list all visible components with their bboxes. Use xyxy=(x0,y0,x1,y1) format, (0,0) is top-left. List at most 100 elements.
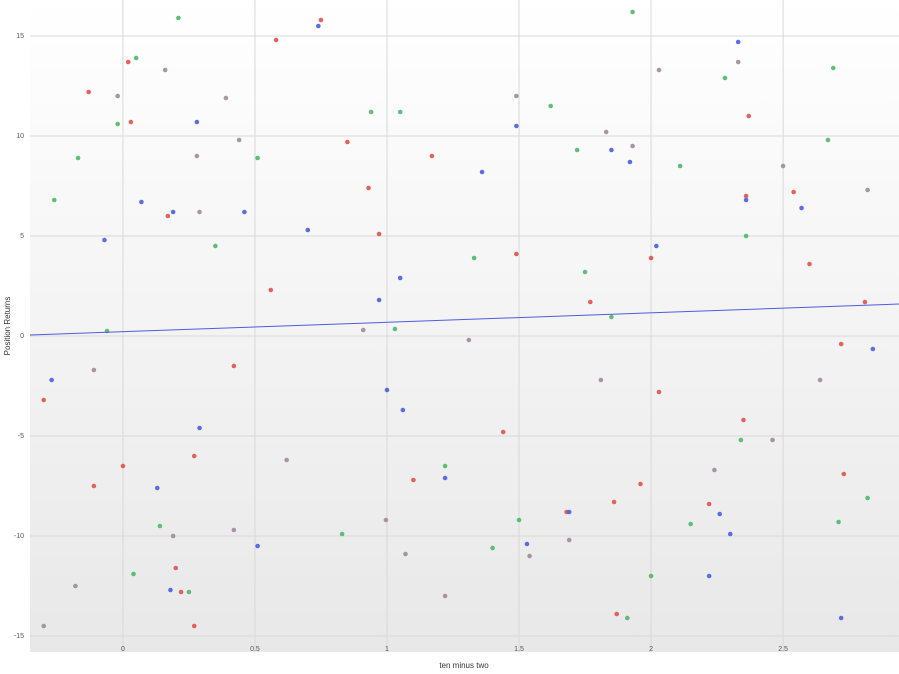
point xyxy=(830,65,836,71)
point xyxy=(91,367,97,373)
point xyxy=(548,103,554,109)
point xyxy=(722,75,728,81)
point xyxy=(638,481,643,487)
y-tick-label: -10 xyxy=(14,533,24,540)
point xyxy=(255,543,260,549)
point xyxy=(383,517,389,523)
point xyxy=(870,346,876,352)
point xyxy=(255,155,260,161)
point xyxy=(125,59,131,65)
point xyxy=(741,417,746,423)
point xyxy=(318,17,324,23)
point xyxy=(598,377,604,383)
point xyxy=(41,397,47,403)
point xyxy=(862,299,868,305)
point xyxy=(191,453,197,459)
point xyxy=(120,463,126,469)
point xyxy=(236,137,242,143)
point xyxy=(376,231,382,237)
point xyxy=(825,137,831,143)
point xyxy=(780,163,786,169)
point xyxy=(717,511,723,517)
point xyxy=(157,523,163,529)
point xyxy=(743,193,749,199)
trend-line xyxy=(29,303,899,336)
point xyxy=(168,587,173,593)
point xyxy=(360,327,366,333)
point xyxy=(865,495,870,501)
point xyxy=(429,153,435,159)
point xyxy=(231,527,237,533)
point xyxy=(630,9,635,15)
point xyxy=(500,429,506,435)
point xyxy=(648,255,654,261)
point xyxy=(656,389,662,395)
point xyxy=(411,477,416,483)
point xyxy=(746,113,752,119)
point xyxy=(284,457,289,463)
point xyxy=(176,15,181,21)
point xyxy=(442,593,448,599)
x-tick-label: 0 xyxy=(121,646,125,653)
point xyxy=(397,109,403,115)
point xyxy=(735,39,741,45)
point xyxy=(479,169,485,175)
point xyxy=(527,553,532,559)
point xyxy=(197,425,202,431)
point xyxy=(223,95,229,101)
point xyxy=(603,129,609,135)
point xyxy=(648,573,654,579)
point xyxy=(566,537,572,543)
point xyxy=(41,623,47,629)
point xyxy=(194,119,200,125)
point xyxy=(654,243,659,249)
point xyxy=(305,227,311,233)
point xyxy=(566,509,572,515)
point xyxy=(706,573,712,579)
point xyxy=(836,519,841,525)
point xyxy=(624,615,630,621)
point xyxy=(841,471,847,477)
point xyxy=(139,199,144,205)
point xyxy=(514,123,519,129)
point xyxy=(514,93,519,99)
point xyxy=(807,261,812,267)
point xyxy=(392,326,398,332)
point xyxy=(582,269,588,275)
point xyxy=(366,185,371,191)
point xyxy=(49,377,54,383)
point xyxy=(706,501,712,507)
point xyxy=(102,237,107,243)
y-tick-label: -15 xyxy=(14,633,24,640)
point xyxy=(727,531,733,537)
x-tick-label: 0.5 xyxy=(250,646,260,653)
x-tick-label: 2.5 xyxy=(778,646,788,653)
point xyxy=(339,531,345,537)
point xyxy=(490,545,495,551)
point xyxy=(170,209,176,215)
point xyxy=(242,209,247,215)
point xyxy=(368,109,374,115)
point xyxy=(178,589,184,595)
point xyxy=(128,119,134,125)
y-tick-label: 15 xyxy=(16,33,24,40)
y-tick-label: 5 xyxy=(20,233,24,240)
point xyxy=(614,611,620,617)
point xyxy=(384,387,390,393)
point xyxy=(268,287,274,293)
point xyxy=(791,189,796,195)
point xyxy=(191,623,197,629)
point xyxy=(865,187,870,193)
point xyxy=(838,341,844,347)
point xyxy=(162,67,168,73)
y-tick-label: 0 xyxy=(20,333,24,340)
point xyxy=(133,55,139,61)
point xyxy=(817,377,823,383)
point xyxy=(213,243,218,249)
point xyxy=(627,159,633,165)
plot-area xyxy=(30,0,899,652)
point xyxy=(400,407,406,413)
point xyxy=(376,297,382,303)
point xyxy=(197,209,202,215)
